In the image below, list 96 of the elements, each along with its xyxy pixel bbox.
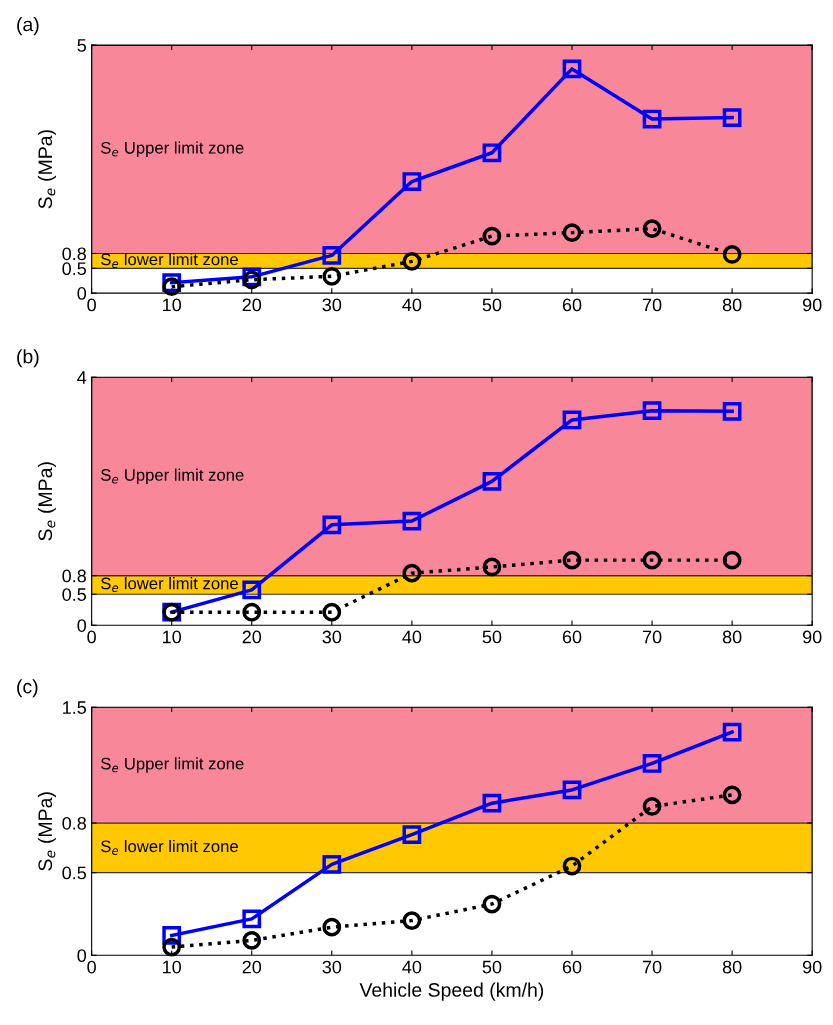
x-tick-label: 20 <box>242 960 262 974</box>
x-tick-label: 90 <box>802 960 822 974</box>
x-tick-label: 90 <box>802 298 822 312</box>
y-tick-label: 0 <box>77 949 87 963</box>
chart-title: (b) <box>17 349 39 368</box>
point <box>642 219 662 239</box>
x-tick-label: 60 <box>562 630 582 644</box>
y-tick-label: 1.5 <box>63 701 87 714</box>
x-tick-label: 20 <box>242 298 262 312</box>
x-tick-label: 80 <box>722 298 742 312</box>
y-tick-label: 0.5 <box>62 262 87 276</box>
point <box>642 401 662 421</box>
point <box>562 223 582 243</box>
x-tick-label: 0 <box>87 630 96 644</box>
point <box>242 931 262 950</box>
point <box>162 937 182 957</box>
x-tick-label: 50 <box>482 298 502 312</box>
point <box>482 143 502 163</box>
x-axis-title: Vehicle Speed (km/h) <box>359 982 544 1001</box>
x-tick-label: 10 <box>163 630 182 644</box>
x-tick-label: 0 <box>87 960 96 974</box>
point <box>322 515 342 535</box>
point <box>482 894 502 914</box>
point <box>242 909 262 929</box>
x-tick-label: 80 <box>722 960 742 974</box>
point <box>562 780 582 800</box>
x-tick-label: 70 <box>642 298 662 312</box>
x-tick-label: 10 <box>163 298 182 312</box>
point <box>402 825 422 844</box>
y-tick-label: 0 <box>77 287 87 300</box>
band-label: S$_{e}$ lower limit zone <box>101 577 238 593</box>
chart-title: (c) <box>17 679 38 698</box>
point <box>402 511 422 531</box>
x-tick-label: 80 <box>722 630 742 644</box>
x-tick-label: 30 <box>322 960 342 974</box>
point <box>322 602 342 622</box>
y-axis-title: S$_{e}$ (MPa) <box>37 462 56 541</box>
point <box>642 109 662 129</box>
point <box>322 854 342 874</box>
point <box>562 410 582 430</box>
point <box>642 550 662 570</box>
point <box>482 472 502 491</box>
point <box>402 563 422 583</box>
point <box>722 401 742 421</box>
point <box>482 226 502 246</box>
x-tick-label: 50 <box>482 960 502 974</box>
y-tick-label: 0.8 <box>62 816 86 830</box>
point <box>722 722 742 742</box>
point <box>402 172 422 191</box>
y-axis-title: S$_{e}$ (MPa) <box>37 792 56 871</box>
y-tick-label: 0.8 <box>62 247 86 261</box>
point <box>242 602 262 622</box>
x-tick-label: 10 <box>163 960 182 974</box>
x-tick-label: 30 <box>322 298 342 312</box>
point <box>562 59 582 79</box>
point <box>402 252 422 271</box>
point <box>482 557 502 577</box>
band-label: S$_{e}$ Upper limit zone <box>101 468 244 485</box>
y-tick-label: 0.8 <box>62 569 86 583</box>
x-tick-label: 40 <box>402 960 422 974</box>
y-tick-label: 0.5 <box>62 866 87 880</box>
point <box>242 580 262 600</box>
point <box>482 793 502 813</box>
point <box>722 785 742 805</box>
band-label: S$_{e}$ lower limit zone <box>101 839 238 855</box>
point <box>642 797 662 816</box>
x-tick-label: 60 <box>562 298 582 312</box>
y-tick-label: 0 <box>77 619 87 632</box>
point <box>402 911 422 930</box>
y-tick-label: 0.5 <box>62 588 87 601</box>
x-tick-label: 20 <box>242 630 262 644</box>
point <box>322 246 342 265</box>
y-tick-label: 4 <box>77 371 87 384</box>
x-tick-label: 60 <box>562 960 582 974</box>
y-tick-label: 5 <box>77 39 87 52</box>
x-tick-label: 40 <box>402 298 422 312</box>
x-tick-label: 0 <box>87 298 96 312</box>
y-axis-title: S$_{e}$ (MPa) <box>37 130 56 209</box>
point <box>722 245 742 264</box>
x-tick-label: 90 <box>802 630 822 644</box>
x-tick-label: 40 <box>402 630 422 644</box>
chart-title: (a) <box>17 17 39 36</box>
point <box>322 266 342 286</box>
point <box>322 917 342 937</box>
x-tick-label: 70 <box>642 960 662 974</box>
point <box>722 108 742 127</box>
point <box>562 856 582 876</box>
point <box>642 754 662 773</box>
band-label: S$_{e}$ Upper limit zone <box>101 141 244 157</box>
point <box>722 550 742 570</box>
x-tick-label: 50 <box>482 630 502 644</box>
band-label: S$_{e}$ lower limit zone <box>101 253 238 269</box>
band-label: S$_{e}$ Upper limit zone <box>101 757 244 773</box>
point <box>562 550 582 570</box>
x-tick-label: 70 <box>642 630 662 644</box>
x-tick-label: 30 <box>322 630 342 644</box>
